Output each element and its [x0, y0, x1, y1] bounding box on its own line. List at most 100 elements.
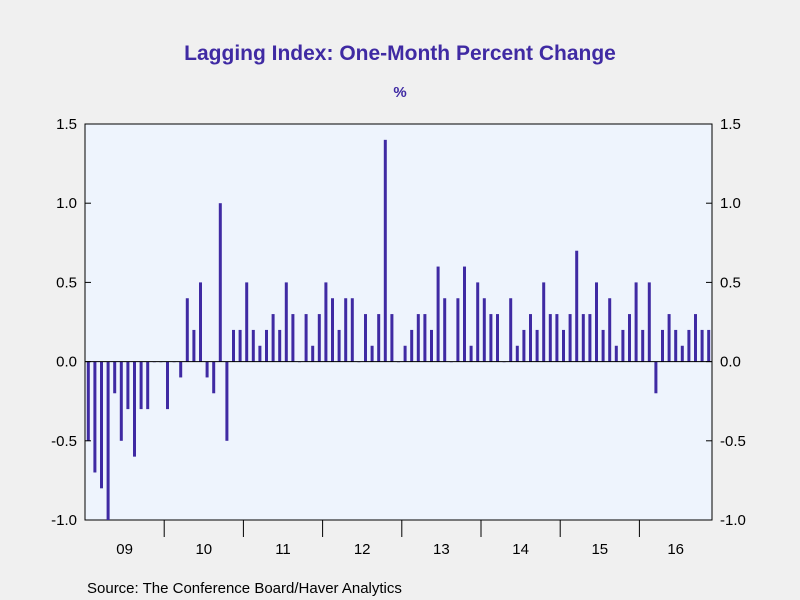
bar: [350, 298, 354, 362]
bar: [588, 314, 592, 362]
bar: [93, 361, 97, 473]
bar: [463, 266, 466, 362]
source-note: Source: The Conference Board/Haver Analy…: [87, 580, 402, 597]
bar: [535, 329, 539, 362]
y-axis-left: -1.0 -0.5 0.0 0.5 1.0 1.5: [51, 116, 91, 529]
bar: [291, 314, 295, 362]
y-tick-label-right: -1.0: [720, 512, 746, 529]
bar: [555, 314, 559, 362]
bar: [443, 298, 447, 362]
bar: [146, 361, 150, 410]
bar: [324, 282, 328, 362]
bar: [364, 314, 367, 362]
bar: [581, 314, 585, 362]
y-tick-label-left: 0.0: [56, 354, 77, 371]
bar: [515, 345, 519, 362]
bar: [423, 314, 427, 362]
bar: [548, 314, 552, 362]
bar: [133, 361, 136, 457]
y-tick-label-left: -1.0: [51, 512, 77, 529]
bar: [456, 298, 460, 362]
bar: [179, 361, 183, 378]
bar: [608, 298, 612, 362]
bar: [529, 314, 532, 362]
x-year-label: 15: [591, 541, 608, 558]
bar: [476, 282, 480, 362]
y-tick-label-left: 0.5: [56, 274, 77, 291]
bar: [522, 329, 526, 362]
x-year-label: 14: [512, 541, 529, 558]
x-year-label: 16: [667, 541, 684, 558]
bar: [654, 361, 658, 394]
x-axis: 09 10 11 12 13 14 15 16: [116, 520, 684, 558]
bar: [496, 314, 499, 362]
bar: [687, 329, 691, 362]
y-tick-label-left: 1.5: [56, 116, 77, 133]
bar: [100, 361, 103, 489]
bar: [562, 329, 565, 362]
bar: [317, 314, 321, 362]
unit-label: %: [393, 84, 406, 101]
x-year-label: 11: [275, 541, 291, 558]
bar: [416, 314, 420, 362]
bar: [509, 298, 513, 362]
bar: [383, 139, 387, 362]
x-year-label: 13: [433, 541, 450, 558]
y-tick-label-right: 1.5: [720, 116, 741, 133]
bar: [337, 329, 341, 362]
bar: [707, 329, 711, 362]
bar: [205, 361, 209, 378]
bar: [139, 361, 143, 410]
x-year-label: 10: [195, 541, 212, 558]
y-tick-label-right: -0.5: [720, 433, 746, 450]
plot-area: [84, 123, 713, 521]
bar: [628, 314, 631, 362]
bar: [390, 314, 394, 362]
bar: [489, 314, 493, 362]
bar: [218, 203, 222, 362]
bar: [700, 329, 704, 362]
bar: [251, 329, 255, 362]
bar: [403, 345, 407, 362]
bar: [238, 329, 242, 362]
bar: [331, 298, 334, 362]
bar: [647, 282, 651, 362]
bar: [311, 345, 315, 362]
bar: [271, 314, 275, 362]
bar: [674, 329, 678, 362]
bar: [113, 361, 117, 394]
bar: [284, 282, 288, 362]
bar: [106, 361, 110, 520]
y-tick-label-right: 0.0: [720, 354, 741, 371]
x-year-label: 12: [354, 541, 371, 558]
bar: [634, 282, 638, 362]
bar: [694, 314, 697, 362]
bar: [304, 314, 308, 362]
y-tick-label-right: 0.5: [720, 274, 741, 291]
bar: [601, 329, 605, 362]
bar: [212, 361, 216, 394]
bar: [370, 345, 374, 362]
bar: [410, 329, 414, 362]
bar: [482, 298, 486, 362]
bar: [245, 282, 249, 362]
bar: [661, 329, 664, 362]
y-tick-label-left: -0.5: [51, 433, 77, 450]
bar: [225, 361, 229, 441]
bar: [436, 266, 440, 362]
bar: [166, 361, 169, 410]
bar: [641, 329, 645, 362]
bar: [344, 298, 348, 362]
bar: [232, 329, 235, 362]
y-axis-right: -1.0 -0.5 0.0 0.5 1.0 1.5: [706, 116, 746, 529]
bar: [568, 314, 572, 362]
bar: [265, 329, 268, 362]
bar: [278, 329, 282, 362]
y-tick-label-right: 1.0: [720, 195, 741, 212]
bar: [258, 345, 262, 362]
bar: [377, 314, 381, 362]
bar: [199, 282, 202, 362]
bar: [575, 250, 579, 362]
